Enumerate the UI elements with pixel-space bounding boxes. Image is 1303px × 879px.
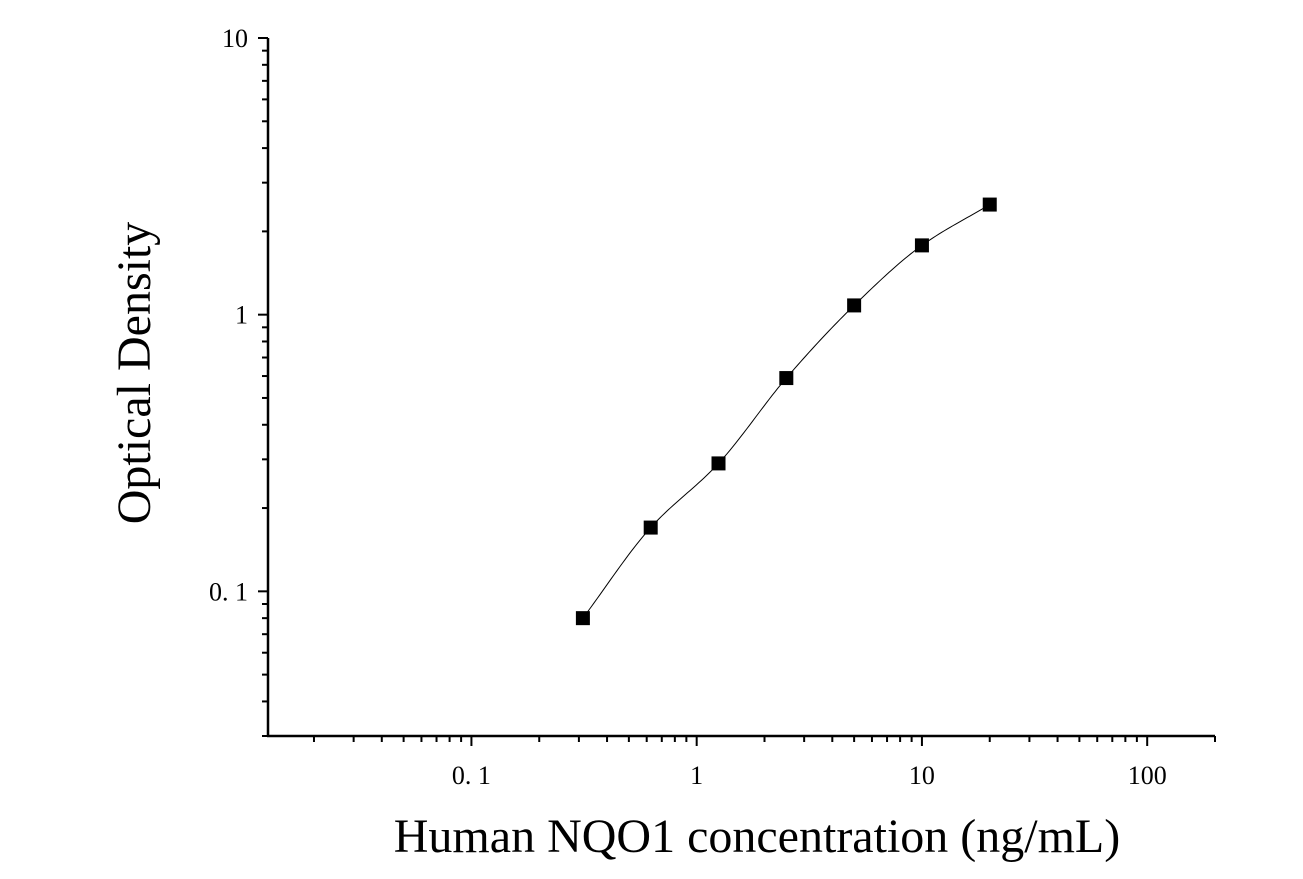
data-point xyxy=(711,456,726,471)
y-axis-title: Optical Density xyxy=(108,222,161,525)
x-tick-label: 0. 1 xyxy=(452,761,491,790)
x-tick-label: 10 xyxy=(909,761,935,790)
data-point xyxy=(643,520,658,535)
y-tick-label: 0. 1 xyxy=(209,577,248,606)
data-point xyxy=(779,371,794,386)
data-point xyxy=(847,298,862,313)
fit-curve-layer xyxy=(582,204,990,619)
x-tick-label: 1 xyxy=(690,761,703,790)
data-point xyxy=(914,238,929,253)
data-points xyxy=(575,197,997,626)
axis-ticks: 0. 1 1 10 100 0. 1 1 10 xyxy=(209,24,1216,790)
y-tick-label: 10 xyxy=(222,24,248,53)
data-point xyxy=(575,611,590,626)
y-tick-label: 1 xyxy=(235,301,248,330)
data-point xyxy=(982,197,997,212)
axes xyxy=(266,38,1215,738)
x-tick-label: 100 xyxy=(1128,761,1167,790)
x-axis-title: Human NQO1 concentration (ng/mL) xyxy=(394,810,1120,863)
fit-curve xyxy=(582,204,990,619)
